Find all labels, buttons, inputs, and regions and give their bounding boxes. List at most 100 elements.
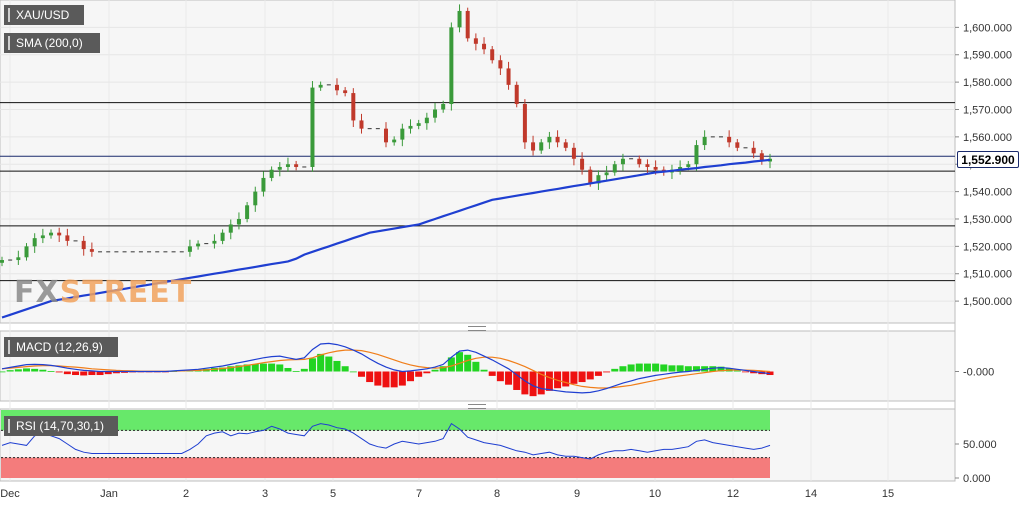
price-candle [547, 136, 552, 143]
price-candle [694, 145, 699, 165]
price-y-tick-label: 1,520.000 [963, 241, 1012, 253]
macd-histogram-bar [219, 367, 227, 372]
price-candle [759, 153, 764, 162]
macd-series: -0.000 [0, 342, 994, 397]
price-candle [212, 240, 217, 244]
sma-line [1, 158, 771, 319]
price-candles [0, 4, 772, 267]
macd-histogram-bar [741, 371, 749, 373]
macd-histogram-bar [0, 371, 6, 373]
rsi-y-tick-label: 50.000 [963, 439, 997, 451]
macd-histogram-bar [333, 360, 341, 372]
rsi-resize-handle[interactable] [468, 404, 486, 409]
price-candle [49, 232, 54, 236]
price-y-tick-label: 1,570.000 [963, 104, 1012, 116]
price-candle [269, 169, 274, 178]
price-candle [310, 87, 315, 167]
price-panel-bg [0, 0, 956, 324]
price-candle [245, 205, 250, 219]
price-candle [40, 235, 45, 239]
x-tick-label: Jan [100, 488, 118, 500]
macd-histogram-bar [652, 363, 660, 372]
x-tick-labels: Dec Jan 2 3 5 7 8 9 10 12 14 15 [0, 488, 894, 500]
x-tick-label: 7 [416, 488, 422, 500]
horizontal-levels [0, 102, 955, 282]
macd-histogram-bar [121, 371, 129, 373]
macd-histogram-bar [341, 366, 349, 372]
macd-histogram-bar [63, 371, 71, 375]
price-candle [514, 84, 519, 105]
price-candle [81, 240, 86, 250]
price-y-tick-label: 1,510.000 [963, 269, 1012, 281]
macd-histogram-bar [505, 371, 513, 385]
price-candle [384, 128, 388, 143]
macd-histogram-bar [14, 369, 22, 372]
macd-histogram-bar [382, 371, 390, 388]
macd-histogram-bar [251, 364, 259, 372]
x-tick-label: 2 [183, 488, 189, 500]
price-candle [334, 84, 339, 91]
macd-histogram-bar [676, 365, 684, 372]
x-tick-label: 14 [805, 488, 817, 500]
macd-histogram-bar [627, 364, 635, 372]
macd-histogram-bar [578, 371, 586, 383]
x-tick-label: 8 [494, 488, 500, 500]
macd-histogram-bar [80, 371, 88, 376]
macd-histogram-bar [227, 366, 235, 372]
macd-histogram-bar [513, 371, 521, 390]
price-candle [236, 218, 241, 225]
current-price-badge: 1,552.900 [957, 151, 1019, 168]
symbol-label[interactable]: XAU/USD [4, 5, 84, 25]
price-candle [408, 125, 413, 129]
price-candle [555, 136, 560, 143]
price-candle [637, 158, 642, 165]
macd-histogram-bar [349, 371, 357, 373]
macd-label[interactable]: MACD (12,26,9) [4, 337, 118, 357]
price-candle [359, 120, 364, 129]
macd-histogram-bar [317, 353, 325, 372]
price-candle [294, 164, 299, 167]
x-tick-label: 10 [649, 488, 661, 500]
macd-histogram-bar [407, 371, 415, 382]
macd-histogram-bar [366, 371, 374, 383]
macd-histogram-bar [6, 370, 14, 372]
price-candle [563, 142, 568, 148]
macd-histogram-bar [545, 371, 553, 391]
sma-label[interactable]: SMA (200,0) [4, 33, 100, 53]
macd-histogram-bar [104, 371, 112, 375]
price-candle [253, 191, 258, 206]
macd-histogram-bar [488, 371, 496, 376]
macd-resize-handle[interactable] [468, 326, 486, 331]
price-y-tick-label: 1,530.000 [963, 214, 1012, 226]
price-candle [416, 123, 421, 126]
macd-histogram-bar [268, 363, 276, 372]
macd-histogram-bar [562, 371, 570, 387]
macd-histogram-bar [439, 366, 447, 372]
watermark-logo: FXSTREET [14, 275, 192, 310]
macd-histogram-bar [692, 366, 700, 372]
price-candle [24, 246, 29, 258]
macd-histogram-bar [521, 371, 529, 395]
macd-histogram-bar [243, 364, 251, 372]
price-candle [457, 10, 462, 28]
macd-histogram-bar [415, 371, 423, 377]
macd-line [1, 342, 771, 394]
price-candle [32, 238, 37, 247]
macd-histogram-bar [611, 368, 619, 372]
vertical-gridlines [9, 0, 889, 481]
price-candle [441, 104, 446, 110]
price-candle [400, 128, 405, 140]
price-y-tick-label: 1,560.000 [963, 132, 1012, 144]
x-tick-label: 5 [330, 488, 336, 500]
price-y-tick-label: 1,600.000 [963, 22, 1012, 34]
macd-histogram-bar [259, 363, 267, 372]
macd-histogram-bar [72, 371, 80, 376]
macd-histogram-bar [733, 370, 741, 372]
price-y-tick-label: 1,580.000 [963, 77, 1012, 89]
macd-histogram-bar [570, 371, 578, 384]
rsi-label[interactable]: RSI (14,70,30,1) [4, 416, 118, 436]
macd-histogram-bar [235, 365, 243, 372]
price-candle [645, 164, 650, 167]
price-candle [473, 38, 478, 44]
